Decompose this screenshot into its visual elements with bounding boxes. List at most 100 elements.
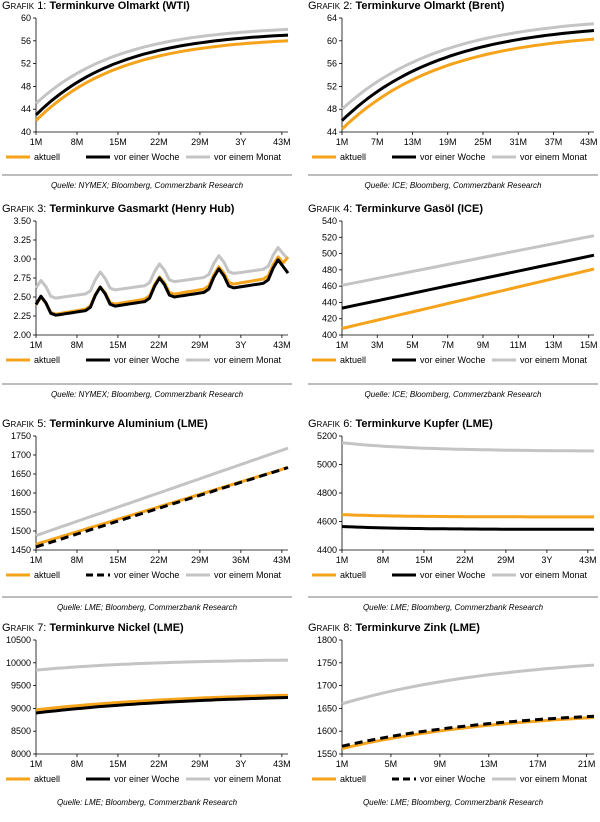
series-line [34, 246, 290, 300]
legend-label: aktuell [340, 152, 366, 162]
y-tick-label: 8500 [11, 726, 31, 736]
series-line [341, 513, 594, 519]
legend-label: vor einem Monat [214, 774, 282, 784]
x-tick-label: 22M [150, 759, 168, 769]
y-tick-label: 2.75 [13, 273, 31, 283]
x-tick-label: 8M [377, 555, 390, 565]
line-chart: 44 48 52 56 60 64 1M 7M 13M 19M 25M 31M 37M 43M aktuel… [312, 14, 597, 162]
chart-panel-1: Grafik 1: Terminkurve Olmarkt (WTI) 40 44… [2, 0, 292, 200]
y-tick-label: 1650 [11, 469, 31, 479]
y-tick-label: 5200 [317, 432, 337, 441]
y-tick-label: 9500 [11, 681, 31, 691]
series-line [341, 716, 595, 750]
y-tick-label: 2.25 [13, 311, 31, 321]
y-tick-label: 1650 [317, 703, 337, 713]
y-tick-label: 10000 [6, 658, 31, 668]
y-tick-label: 1600 [11, 488, 31, 498]
x-tick-label: 29M [191, 137, 209, 147]
x-tick-label: 1M [30, 555, 43, 565]
x-tick-label: 15M [415, 555, 433, 565]
chart-source: Quelle: LME; Bloomberg, Commerzbank Rese… [56, 603, 238, 612]
series-line [35, 466, 289, 549]
x-tick-label: 22M [456, 555, 474, 565]
y-tick-label: 1800 [317, 636, 337, 645]
series-line [35, 446, 289, 538]
chart-panel-7: Grafik 7: Terminkurve Nickel (LME) 8000 8… [2, 622, 292, 822]
chart-title: Grafik 4: Terminkurve Gasöl (ICE) [308, 203, 483, 215]
series-line [341, 714, 595, 748]
legend-label: vor einer Woche [420, 152, 485, 162]
legend-label: aktuell [34, 570, 60, 580]
chart-panel-3: Grafik 3: Terminkurve Gasmarkt (Henry Hu… [2, 203, 292, 403]
chart-source: Quelle: LME; Bloomberg, Commerzbank Rese… [362, 798, 544, 807]
y-tick-label: 440 [322, 297, 337, 307]
chart-title: Grafik 8: Terminkurve Zink (LME) [308, 622, 480, 634]
chart-source: Quelle: ICE; Bloomberg, Commerzbank Rese… [364, 390, 542, 399]
y-tick-label: 64 [327, 14, 337, 23]
y-tick-label: 400 [322, 330, 337, 340]
x-tick-label: 43M [273, 340, 291, 350]
x-tick-label: 43M [273, 759, 291, 769]
x-tick-label: 11M [510, 340, 527, 350]
legend-label: vor einem Monat [214, 570, 282, 580]
line-chart: 400 420 440 460 480 500 520 540 1M 3M 5M 7M 9M 11M 13M… [312, 217, 598, 365]
x-tick-label: 43M [579, 555, 597, 565]
x-tick-label: 22M [150, 137, 168, 147]
y-tick-label: 1750 [317, 658, 337, 668]
series-line [341, 525, 594, 531]
x-tick-label: 15M [580, 340, 598, 350]
y-tick-label: 2.50 [13, 292, 31, 302]
x-tick-label: 29M [191, 759, 209, 769]
line-chart: 1450 1500 1550 1600 1650 1700 1750 1M 8M 15M 22M 29… [6, 432, 291, 580]
legend-label: vor einem Monat [214, 152, 282, 162]
legend-label: aktuell [34, 152, 60, 162]
divider [308, 174, 598, 176]
y-tick-label: 1500 [11, 526, 31, 536]
x-tick-label: 36M [232, 555, 250, 565]
x-tick-label: 1M [336, 555, 349, 565]
chart-source: Quelle: ICE; Bloomberg, Commerzbank Rese… [364, 181, 542, 190]
chart-panel-6: Grafik 6: Terminkurve Kupfer (LME) 4400 4… [308, 418, 598, 618]
x-tick-label: 21M [578, 759, 596, 769]
y-tick-label: 5000 [317, 460, 337, 470]
x-tick-label: 1M [336, 759, 349, 769]
x-tick-label: 1M [30, 137, 43, 147]
x-tick-label: 1M [336, 340, 349, 350]
y-tick-label: 540 [322, 217, 337, 226]
series-line [34, 33, 289, 116]
y-tick-label: 60 [21, 14, 31, 23]
line-chart: 40 44 48 52 56 60 1M 8M 15M 22M 29M 3Y 43M aktuell vor… [6, 14, 291, 162]
chart-title: Grafik 5: Terminkurve Aluminium (LME) [2, 418, 208, 430]
x-tick-label: 43M [273, 555, 291, 565]
x-tick-label: 5M [406, 340, 419, 350]
x-tick-label: 15M [109, 340, 127, 350]
chart-source: Quelle: NYMEX; Bloomberg, Commerzbank Re… [50, 181, 244, 190]
chart-title: Grafik 2: Terminkurve Olmarkt (Brent) [308, 0, 505, 12]
line-chart: 1550 1600 1650 1700 1750 1800 1M 5M 9M 13M 17M 21M a… [312, 636, 596, 784]
chart-panel-2: Grafik 2: Terminkurve Olmarkt (Brent) 44… [308, 0, 598, 200]
legend-label: vor einem Monat [214, 355, 282, 365]
y-tick-label: 3.00 [13, 254, 31, 264]
legend-label: vor einer Woche [420, 570, 485, 580]
line-chart: 2.00 2.25 2.50 2.75 3.00 3.25 3.50 1M 8M 15M 22M 29… [6, 217, 291, 365]
series-line [341, 253, 595, 310]
x-tick-label: 1M [336, 137, 349, 147]
x-tick-label: 15M [109, 555, 127, 565]
legend-label: vor einer Woche [114, 355, 179, 365]
y-tick-label: 9000 [11, 703, 31, 713]
x-tick-label: 1M [30, 340, 43, 350]
chart-source: Quelle: LME; Bloomberg, Commerzbank Rese… [56, 798, 238, 807]
y-tick-label: 3.25 [13, 235, 31, 245]
y-tick-label: 4400 [317, 545, 337, 555]
x-tick-label: 3Y [541, 555, 552, 565]
divider [308, 383, 598, 385]
series-line [34, 39, 289, 122]
legend-label: vor einer Woche [114, 152, 179, 162]
legend-label: vor einer Woche [114, 570, 179, 580]
x-tick-label: 13M [480, 759, 498, 769]
series-line [340, 22, 595, 111]
legend-label: vor einem Monat [520, 570, 588, 580]
y-tick-label: 460 [322, 281, 337, 291]
y-tick-label: 44 [327, 127, 337, 137]
x-tick-label: 8M [71, 340, 84, 350]
